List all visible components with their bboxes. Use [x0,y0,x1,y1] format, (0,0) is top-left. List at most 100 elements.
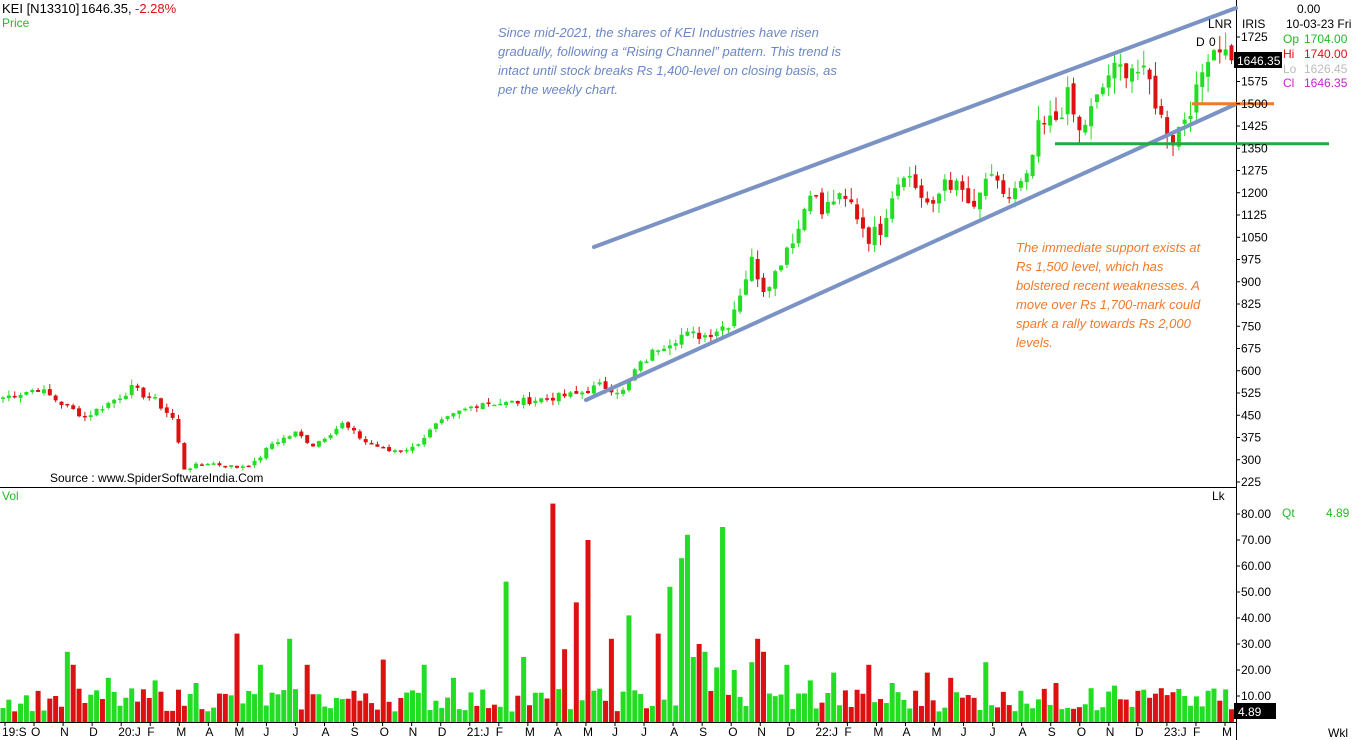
candle-body [913,174,918,188]
volume-bar [105,677,111,722]
volume-bar [18,703,24,722]
volume-bar [1141,689,1147,722]
candle-body [158,398,163,409]
candle-body [580,392,585,395]
timeframe-label: Wkl [1328,726,1348,740]
volume-bar [486,708,492,722]
volume-bar [421,664,427,722]
volume-bar [790,709,796,722]
volume-bar [222,693,228,722]
volume-bar [211,707,217,722]
price-tick-label: 825 [1241,297,1261,311]
candle-body [229,465,234,467]
candle-body [591,385,596,394]
candle-body [603,381,608,389]
candle-body [515,400,520,404]
price-tick-label: 1125 [1241,208,1267,222]
candle-body [814,195,819,197]
source-credit: Source : www.SpiderSoftwareIndia.Com [50,471,264,485]
volume-bar [942,707,948,722]
candle-body [65,403,70,406]
candle-body [1141,65,1146,68]
candle-body [644,361,649,363]
candle-body [820,192,824,215]
candle-body [539,398,544,403]
volume-bar [907,708,913,722]
candle-body [995,175,1000,181]
candle-body [293,431,298,437]
volume-bar [556,689,562,722]
volume-bar [959,697,965,722]
time-tick-label: F [1193,725,1200,739]
volume-bar [135,701,141,722]
candle-body [931,200,936,204]
time-tick-label: O [31,725,40,739]
candle-body [1171,135,1175,146]
candle-body [1130,68,1135,82]
volume-bar [450,677,456,722]
time-tick-label: M [873,725,883,739]
volume-bar [684,534,690,722]
candle-body [732,309,737,327]
candle-body [890,198,895,219]
volume-bar [948,677,954,722]
volume-bar [620,691,626,722]
volume-bar [930,700,936,722]
candle-body [1054,111,1058,120]
channel-upper-line [592,6,1238,249]
volume-bar [971,697,977,722]
candle-body [439,419,444,424]
volume-bar [655,633,661,722]
volume-bar [480,689,486,722]
volume-bar [667,586,673,722]
candle-body [375,444,380,447]
candle-body [802,209,807,231]
candle-body [866,227,871,244]
candle-body [1135,71,1140,74]
volume-bar [216,693,222,722]
volume-bar [714,667,720,722]
candle-body [194,463,199,469]
volume-bar [234,633,240,722]
candle-body [270,443,275,449]
volume-bar [848,706,854,722]
volume-bar [1193,696,1199,722]
candle-body [743,279,748,295]
candle-body [533,400,538,403]
candle-body [837,193,842,200]
time-tick-label: S [699,725,707,739]
volume-bar [170,710,176,722]
candle-body [855,204,860,220]
candle-body [24,391,29,395]
volume-bar [1129,706,1135,722]
volume-bar [176,689,181,722]
candle-body [1094,94,1099,103]
candle-body [235,465,239,468]
chart-overlays [584,6,1329,402]
volume-axis-ticks: 80.00 70.00 60.00 50.00 40.00 30.00 20.00 10.00 [1236,507,1271,703]
price-pane-label: Price [2,16,30,30]
candle-body [673,343,678,346]
volume-bar [573,602,579,722]
price-tick-label: 1575 [1241,75,1268,89]
volume-bar [345,698,351,722]
time-tick-label: S [351,725,359,739]
volume-bar [515,695,521,722]
time-tick-label: J [961,725,967,739]
price-tick-label: 1200 [1241,186,1268,200]
time-tick-label: S [1048,725,1056,739]
volume-bar [538,692,544,722]
volume-bar [29,711,35,722]
candle-body [1176,126,1181,147]
volume-bar [439,707,445,722]
volume-bar [310,694,316,722]
candle-body [457,410,462,414]
volume-bar [1071,708,1077,722]
candle-body [1042,122,1047,125]
volume-bar [825,693,831,722]
time-tick-label: D [1135,725,1144,739]
price-tick-label: 375 [1241,431,1261,445]
volume-bar [474,705,480,722]
candle-body [796,228,801,244]
volume-bar [281,690,287,722]
